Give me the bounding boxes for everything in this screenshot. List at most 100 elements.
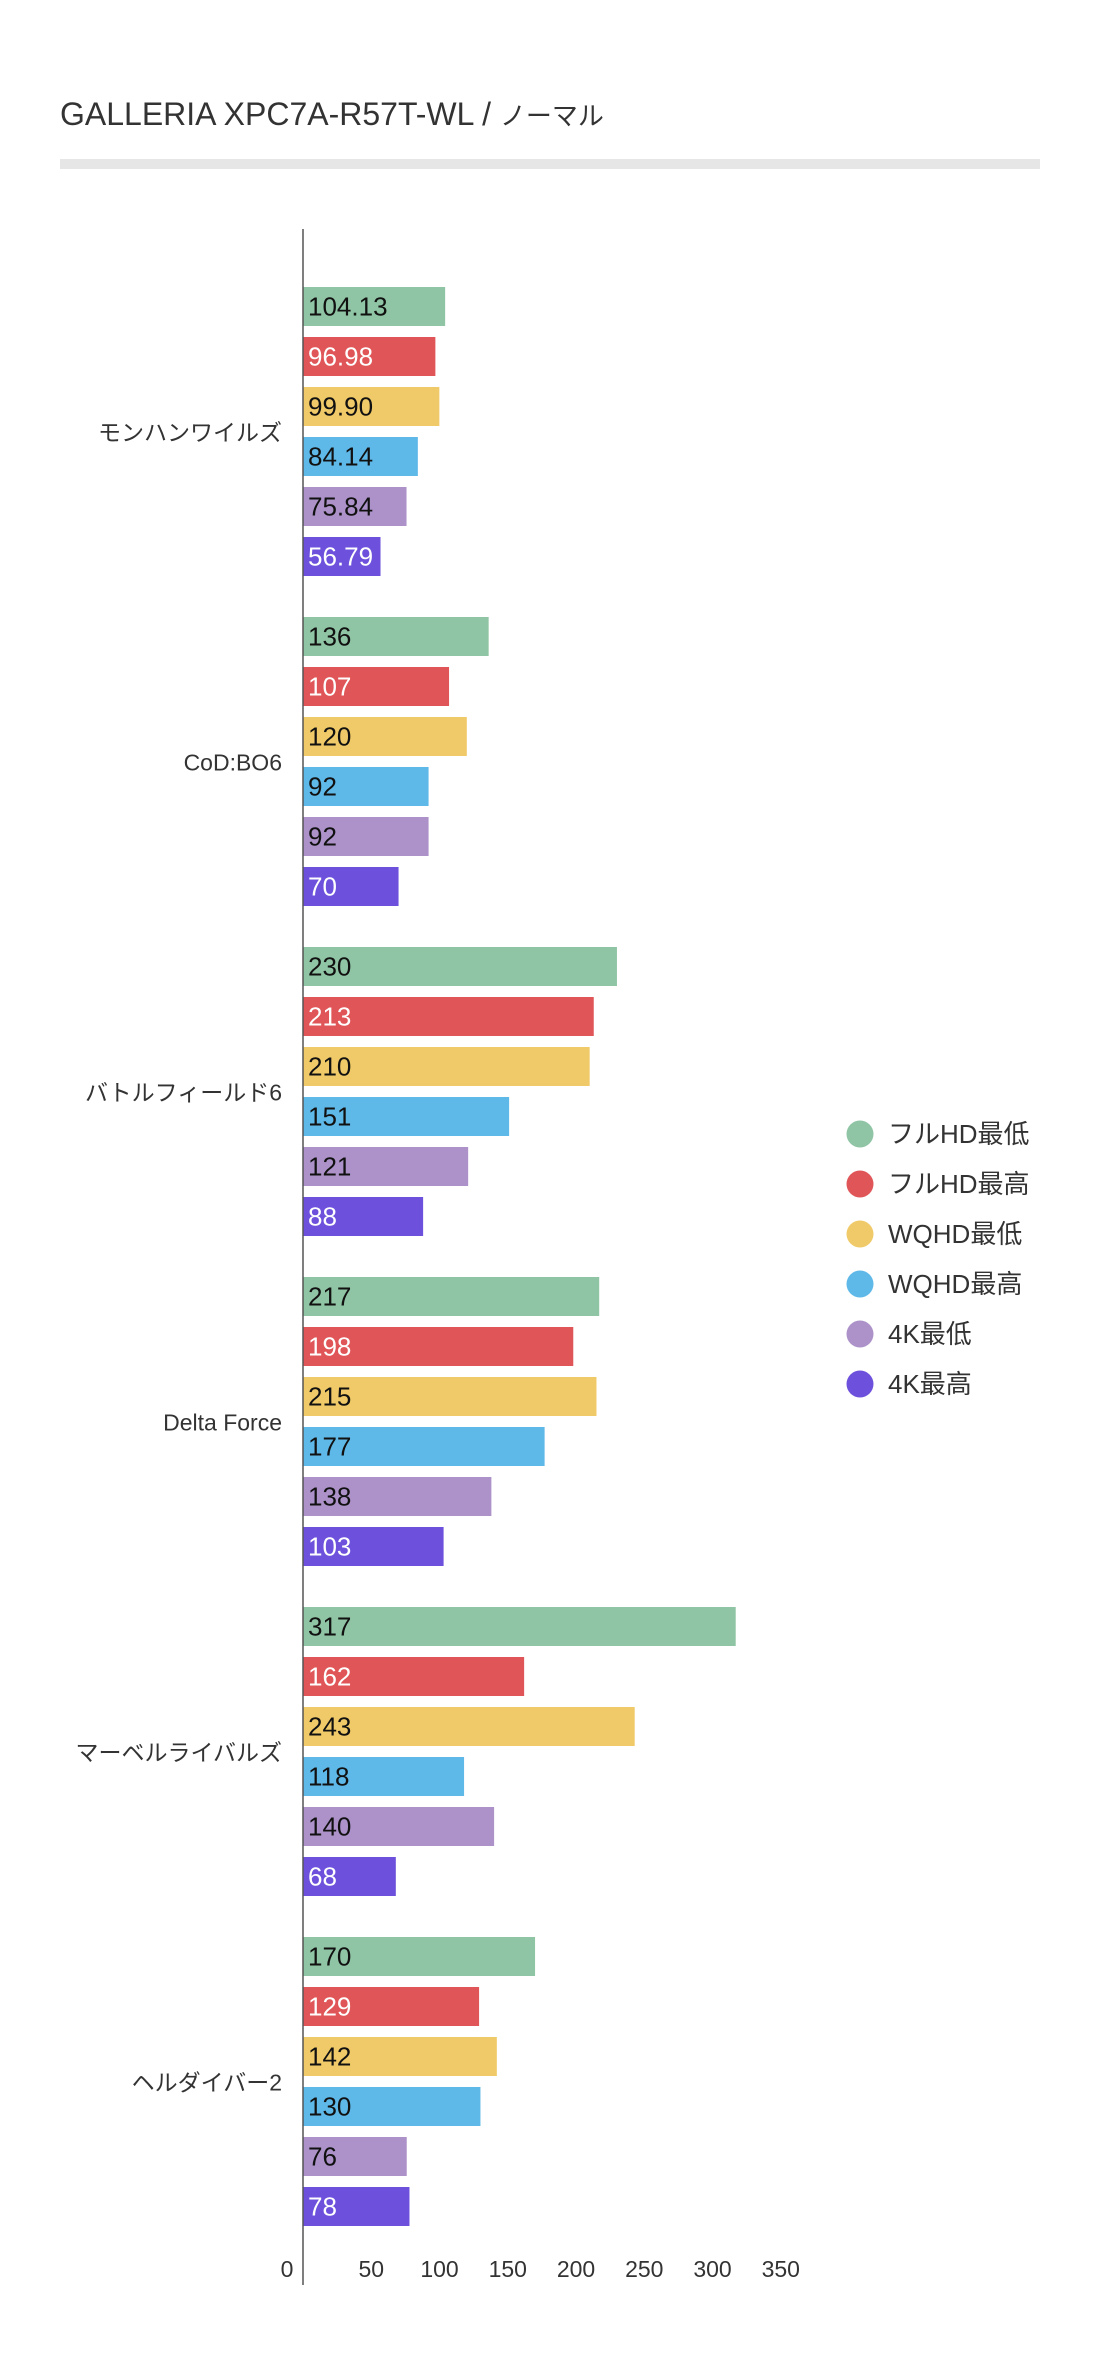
x-tick-label-250: 250 — [625, 2256, 663, 2282]
bar-6-series-4 — [303, 1147, 469, 1186]
bar-6-series-1 — [303, 997, 594, 1036]
bars-layer: 104.13 96.98 99.90 84.14 75.84 56.79 136 107 120… — [303, 287, 736, 2226]
data-label-6-series-0: 230 — [308, 952, 351, 982]
data-label-2-series-3: 130 — [308, 2092, 351, 2122]
data-label-item-4-series-4: 140 — [308, 1812, 351, 1842]
data-label-2-series-0: 170 — [308, 1942, 351, 1972]
data-label-item-0-series-2: 99.90 — [308, 392, 373, 422]
data-label-item-0-series-1: 96.98 — [308, 342, 373, 372]
data-label-2-series-2: 142 — [308, 2042, 351, 2072]
category-label-6: バトルフィールド6 — [85, 1080, 282, 1106]
bar-item-4-series-3 — [303, 1757, 465, 1796]
legend-label-5: 4K最高 — [888, 1369, 972, 1399]
chart-title-separator: / — [482, 96, 491, 132]
data-label-delta-force-series-4: 138 — [308, 1482, 351, 1512]
data-label-6-series-5: 88 — [308, 1202, 337, 1232]
bar-item-4-series-5 — [303, 1857, 396, 1896]
bar-2-series-3 — [303, 2087, 481, 2126]
legend-swatch-1 — [846, 1170, 874, 1198]
x-axis: 0 50 100 150 200 250 300 350 — [281, 229, 800, 2285]
bar-item-0-series-4 — [303, 487, 407, 526]
category-labels: モンハンワイルズ CoD:BO6 バトルフィールド6 Delta Force マーベルラ… — [75, 420, 282, 2096]
legend-swatch-0 — [846, 1120, 874, 1148]
legend-swatch-4 — [846, 1320, 874, 1348]
data-label-cod-bo6-series-1: 107 — [308, 672, 351, 702]
data-label-item-4-series-5: 68 — [308, 1862, 337, 1892]
legend-label-2: WQHD最低 — [888, 1219, 1022, 1249]
bar-delta-force-series-4 — [303, 1477, 492, 1516]
bar-cod-bo6-series-0 — [303, 617, 489, 656]
bar-item-0-series-0 — [303, 287, 446, 326]
data-label-item-0-series-3: 84.14 — [308, 442, 373, 472]
category-label-item-0: モンハンワイルズ — [98, 420, 282, 446]
bar-6-series-5 — [303, 1197, 424, 1236]
bar-delta-force-series-0 — [303, 1277, 600, 1316]
bar-cod-bo6-series-2 — [303, 717, 467, 756]
bar-6-series-0 — [303, 947, 617, 986]
bar-delta-force-series-2 — [303, 1377, 597, 1416]
x-tick-label-300: 300 — [693, 2256, 731, 2282]
legend-swatch-3 — [846, 1270, 874, 1298]
data-label-cod-bo6-series-4: 92 — [308, 822, 337, 852]
data-label-item-4-series-3: 118 — [308, 1762, 349, 1792]
bar-item-0-series-1 — [303, 337, 436, 376]
legend-label-3: WQHD最高 — [888, 1269, 1022, 1299]
bar-item-4-series-0 — [303, 1607, 736, 1646]
x-tick-label-200: 200 — [557, 2256, 595, 2282]
data-label-delta-force-series-2: 215 — [308, 1382, 351, 1412]
x-tick-label-0: 0 — [281, 2256, 294, 2282]
legend-swatch-2 — [846, 1220, 874, 1248]
bar-item-0-series-5 — [303, 537, 381, 576]
bar-delta-force-series-1 — [303, 1327, 574, 1366]
bar-2-series-0 — [303, 1937, 536, 1976]
data-label-item-4-series-1: 162 — [308, 1662, 351, 1692]
chart-title-main: GALLERIA XPC7A-R57T-WL — [60, 96, 474, 132]
data-label-delta-force-series-3: 177 — [308, 1432, 351, 1462]
bar-2-series-5 — [303, 2187, 410, 2226]
category-label-item-4: マーベルライバルズ — [75, 1740, 282, 1766]
data-label-cod-bo6-series-2: 120 — [308, 722, 351, 752]
bar-item-4-series-2 — [303, 1707, 635, 1746]
data-label-2-series-5: 78 — [308, 2192, 337, 2222]
category-label-delta-force: Delta Force — [163, 1410, 282, 1436]
data-label-6-series-4: 121 — [308, 1152, 351, 1182]
bar-cod-bo6-series-1 — [303, 667, 450, 706]
data-label-cod-bo6-series-3: 92 — [308, 772, 337, 802]
legend-label-4: 4K最低 — [888, 1319, 972, 1349]
legend-label-0: フルHD最低 — [888, 1119, 1030, 1149]
bar-cod-bo6-series-4 — [303, 817, 429, 856]
data-label-delta-force-series-0: 217 — [308, 1282, 351, 1312]
data-label-2-series-4: 76 — [308, 2142, 337, 2172]
x-tick-label-100: 100 — [420, 2256, 458, 2282]
legend-swatch-5 — [846, 1370, 874, 1398]
x-tick-label-350: 350 — [762, 2256, 800, 2282]
data-label-cod-bo6-series-0: 136 — [308, 622, 351, 652]
bar-cod-bo6-series-5 — [303, 867, 399, 906]
bar-item-0-series-3 — [303, 437, 418, 476]
data-label-item-0-series-0: 104.13 — [308, 292, 388, 322]
data-label-2-series-1: 129 — [308, 1992, 351, 2022]
bar-item-0-series-2 — [303, 387, 440, 426]
data-label-item-4-series-2: 243 — [308, 1712, 351, 1742]
bar-2-series-2 — [303, 2037, 497, 2076]
data-label-6-series-1: 213 — [308, 1002, 351, 1032]
data-label-item-0-series-5: 56.79 — [308, 542, 373, 572]
bar-2-series-1 — [303, 1987, 480, 2026]
bar-6-series-2 — [303, 1047, 590, 1086]
category-label-cod-bo6: CoD:BO6 — [184, 750, 282, 776]
data-label-delta-force-series-1: 198 — [308, 1332, 351, 1362]
category-label-2: ヘルダイバー2 — [132, 2070, 282, 2096]
data-label-6-series-2: 210 — [308, 1052, 351, 1082]
chart-title: GALLERIA XPC7A-R57T-WL / ノーマル — [60, 96, 604, 133]
x-tick-label-150: 150 — [489, 2256, 527, 2282]
bar-2-series-4 — [303, 2137, 407, 2176]
bar-item-4-series-4 — [303, 1807, 495, 1846]
title-divider — [60, 159, 1040, 169]
bar-delta-force-series-5 — [303, 1527, 444, 1566]
chart-subtitle: ノーマル — [499, 101, 604, 131]
data-label-item-0-series-4: 75.84 — [308, 492, 373, 522]
bar-item-4-series-1 — [303, 1657, 525, 1696]
data-label-cod-bo6-series-5: 70 — [308, 872, 337, 902]
